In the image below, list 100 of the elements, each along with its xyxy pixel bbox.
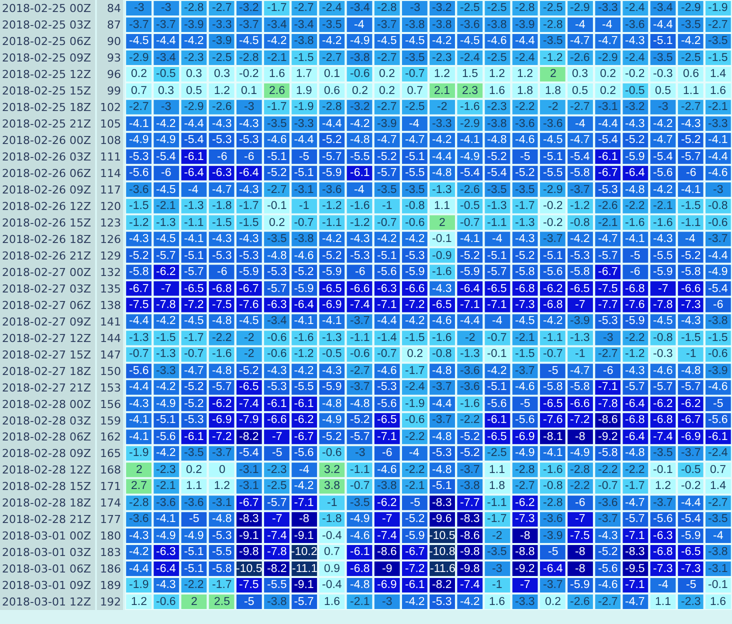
data-label: -3.5 — [487, 546, 507, 558]
y2-tick-label: 141 — [100, 315, 121, 328]
data-label: -3.6 — [460, 381, 480, 393]
data-label: -2.4 — [625, 2, 646, 14]
data-label: -4.9 — [129, 134, 149, 146]
data-label: 1.4 — [710, 480, 727, 492]
data-label: -0.6 — [405, 217, 425, 229]
data-label: -3 — [244, 101, 254, 113]
data-label: -8.3 — [625, 546, 645, 558]
data-label: 1.8 — [489, 480, 505, 492]
data-label: -5.7 — [267, 283, 287, 295]
data-label: -1.5 — [212, 217, 232, 229]
data-label: -6.3 — [377, 283, 397, 295]
data-label: 0.3 — [158, 85, 174, 97]
data-label: -1.3 — [570, 332, 590, 344]
data-label: -8 — [575, 431, 586, 443]
data-label: -9.2 — [515, 563, 535, 575]
data-label: -5.4 — [681, 513, 702, 525]
data-label: -2.7 — [708, 19, 728, 31]
data-label: -4.9 — [156, 134, 176, 146]
data-label: -2 — [465, 332, 476, 344]
y-tick-label: 2018-02-26 18Z — [2, 232, 92, 246]
data-label: -2.2 — [460, 414, 480, 426]
y-tick-label: 2018-02-28 03Z — [2, 414, 92, 428]
y-tick-label: 2018-02-28 12Z — [2, 464, 92, 477]
data-label: -0.8 — [653, 332, 673, 344]
data-label: -11.1 — [292, 563, 318, 575]
data-label: -1.2 — [625, 348, 645, 360]
data-label: -5 — [713, 398, 724, 410]
data-label: -4.3 — [212, 233, 232, 245]
data-label: -2.5 — [460, 2, 480, 14]
data-label: 2.1 — [434, 85, 450, 97]
data-label: -0.1 — [708, 579, 728, 591]
y-tick-label: 2018-03-01 12Z — [2, 596, 92, 609]
data-label: -9 — [382, 563, 392, 575]
data-label: -7.1 — [377, 431, 397, 443]
y-tick-label: 2018-02-26 06Z — [2, 166, 92, 180]
data-label: -2.8 — [322, 101, 342, 113]
data-label: -4.2 — [653, 184, 673, 196]
y2-tick-label: 102 — [100, 101, 121, 114]
data-label: -3.7 — [239, 19, 259, 31]
data-label: 2 — [439, 217, 446, 229]
data-label: -7.3 — [653, 563, 673, 575]
data-label: 1.4 — [710, 68, 727, 80]
data-label: -7.7 — [460, 497, 480, 509]
data-label: -1.1 — [322, 217, 342, 229]
data-label: -5.3 — [184, 414, 204, 426]
data-label: -4.8 — [487, 134, 507, 146]
data-label: -0.6 — [267, 332, 287, 344]
data-label: -5.8 — [681, 266, 701, 278]
data-label: -2.1 — [350, 596, 370, 608]
data-label: -3.3 — [708, 118, 728, 130]
data-label: -6.6 — [570, 398, 590, 410]
data-label: 1.8 — [545, 85, 561, 97]
data-label: 2.6 — [269, 85, 285, 97]
data-label: -4.9 — [156, 398, 176, 410]
data-label: -2.6 — [212, 101, 232, 113]
data-label: -5.1 — [184, 250, 204, 262]
y-tick-label: 2018-02-26 21Z — [2, 249, 92, 262]
data-label: -2 — [492, 530, 502, 542]
data-label: -2.4 — [625, 52, 646, 64]
data-label: -1.1 — [350, 464, 370, 476]
data-label: -8.1 — [543, 431, 563, 443]
data-label: 0.3 — [186, 68, 202, 80]
data-label: -5.2 — [322, 250, 342, 262]
data-label: 0.2 — [379, 85, 395, 97]
data-label: -4.6 — [653, 365, 673, 377]
data-label: -1.6 — [432, 332, 452, 344]
data-label: -3.9 — [570, 315, 590, 327]
data-label: -3.4 — [156, 52, 176, 64]
data-label: -3 — [713, 184, 724, 196]
data-label: -1.6 — [460, 101, 480, 113]
y-tick-label: 2018-03-01 03Z — [2, 546, 92, 560]
data-label: -4.9 — [515, 447, 535, 459]
data-label: -6.8 — [543, 299, 563, 311]
data-label: -5.6 — [543, 266, 563, 278]
data-label: -5 — [520, 398, 530, 410]
data-label: -3.5 — [405, 184, 425, 196]
data-label: -0.3 — [653, 68, 673, 80]
data-label: -0.6 — [708, 348, 728, 360]
data-label: -2.9 — [570, 2, 590, 14]
data-label: -1.6 — [294, 332, 314, 344]
data-label: -4.8 — [350, 579, 370, 591]
y-tick-label: 2018-02-28 00Z — [2, 398, 92, 411]
data-label: -2.9 — [681, 2, 701, 14]
data-label: -1 — [327, 497, 338, 509]
data-label: 1.9 — [296, 85, 312, 97]
data-label: -2 — [244, 348, 254, 360]
data-label: -2 — [244, 332, 254, 344]
data-label: -0.2 — [239, 68, 259, 80]
data-label: -5.7 — [156, 250, 176, 262]
data-label: -3.7 — [598, 513, 618, 525]
data-label: -6.9 — [681, 431, 701, 443]
data-label: -5.9 — [460, 266, 480, 278]
data-label: -3.5 — [487, 184, 507, 196]
data-label: -4.6 — [432, 315, 452, 327]
data-label: -5.2 — [267, 167, 287, 179]
data-label: -2.1 — [405, 480, 425, 492]
data-label: -5.9 — [322, 381, 342, 393]
data-label: -3.7 — [515, 365, 535, 377]
